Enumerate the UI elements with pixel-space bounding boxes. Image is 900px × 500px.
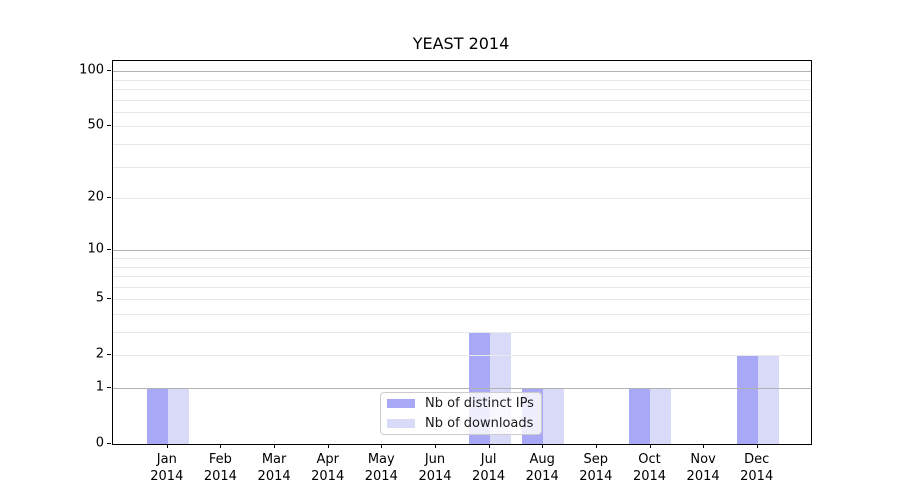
y-tick-label-5: 5 bbox=[95, 290, 104, 306]
x-tick-mark bbox=[703, 444, 705, 448]
bar-downloads-dec bbox=[757, 355, 779, 444]
x-tick-mark bbox=[542, 444, 544, 448]
minor-gridline-y20 bbox=[113, 198, 811, 200]
y-tick-mark bbox=[107, 70, 111, 72]
bar-distinct-ips-oct bbox=[629, 388, 651, 444]
minor-gridline-y9 bbox=[113, 258, 811, 259]
y-tick-mark bbox=[107, 443, 111, 444]
x-tick-label-jan: Jan 2014 bbox=[150, 452, 184, 484]
x-tick-mark bbox=[435, 444, 436, 448]
x-tick-label-mar: Mar 2014 bbox=[257, 452, 291, 484]
minor-gridline-y90 bbox=[113, 79, 811, 81]
bar-distinct-ips-dec bbox=[736, 355, 758, 444]
legend-swatch-distinct-ips bbox=[387, 398, 415, 409]
minor-gridline-y8 bbox=[113, 266, 811, 268]
legend-entry-distinct-ips: Nb of distinct IPs bbox=[387, 396, 534, 411]
y-tick-mark bbox=[107, 197, 111, 199]
x-tick-mark bbox=[488, 444, 490, 448]
chart-title: YEAST 2014 bbox=[412, 34, 510, 53]
y-tick-mark bbox=[107, 125, 111, 127]
minor-gridline-y60 bbox=[113, 111, 811, 113]
x-tick-label-feb: Feb 2014 bbox=[203, 452, 237, 484]
y-tick-label-1: 1 bbox=[95, 379, 104, 395]
y-tick-label-20: 20 bbox=[87, 189, 104, 205]
bar-distinct-ips-jan bbox=[146, 388, 168, 444]
x-tick-label-apr: Apr 2014 bbox=[311, 452, 345, 484]
y-tick-mark bbox=[107, 298, 111, 300]
minor-gridline-y80 bbox=[113, 89, 811, 90]
x-tick-mark bbox=[274, 444, 276, 448]
minor-gridline-y50 bbox=[113, 126, 811, 128]
y-tick-label-0: 0 bbox=[95, 435, 104, 451]
minor-gridline-y5 bbox=[113, 299, 811, 301]
minor-gridline-y7 bbox=[113, 276, 811, 277]
y-tick-mark bbox=[107, 387, 111, 388]
y-tick-mark bbox=[107, 354, 111, 356]
bar-downloads-jan bbox=[167, 388, 189, 444]
y-tick-label-2: 2 bbox=[95, 346, 104, 362]
major-gridline-y100 bbox=[113, 71, 811, 73]
minor-gridline-y70 bbox=[113, 99, 811, 101]
minor-gridline-y6 bbox=[113, 286, 811, 288]
bar-downloads-oct bbox=[650, 388, 672, 444]
x-tick-label-dec: Dec 2014 bbox=[740, 452, 774, 484]
minor-gridline-y30 bbox=[113, 166, 811, 168]
x-tick-mark bbox=[220, 444, 222, 448]
bar-downloads-aug bbox=[543, 388, 565, 444]
x-tick-label-jul: Jul 2014 bbox=[472, 452, 506, 484]
x-tick-label-aug: Aug 2014 bbox=[525, 452, 559, 484]
x-tick-mark bbox=[756, 444, 758, 448]
x-tick-label-oct: Oct 2014 bbox=[632, 452, 667, 484]
x-tick-mark bbox=[649, 444, 651, 448]
x-tick-label-jun: Jun 2014 bbox=[418, 452, 452, 484]
major-gridline-y1 bbox=[113, 388, 811, 389]
y-tick-label-100: 100 bbox=[79, 62, 104, 78]
x-tick-mark bbox=[166, 444, 168, 448]
minor-gridline-y2 bbox=[113, 355, 811, 357]
minor-gridline-y4 bbox=[113, 314, 811, 315]
legend-label: Nb of distinct IPs bbox=[425, 396, 534, 411]
legend-entry-downloads: Nb of downloads bbox=[387, 416, 533, 431]
x-tick-mark bbox=[381, 444, 383, 448]
y-tick-label-10: 10 bbox=[87, 241, 104, 257]
legend-swatch-downloads bbox=[387, 418, 415, 429]
legend-label: Nb of downloads bbox=[425, 416, 534, 431]
x-tick-label-may: May 2014 bbox=[364, 452, 398, 484]
major-gridline-y10 bbox=[113, 250, 811, 252]
plot-area bbox=[112, 60, 812, 445]
x-tick-label-sep: Sep 2014 bbox=[579, 452, 613, 484]
y-tick-mark bbox=[107, 249, 111, 251]
minor-gridline-y3 bbox=[113, 332, 811, 333]
legend: Nb of distinct IPs Nb of downloads bbox=[380, 392, 542, 435]
y-tick-label-50: 50 bbox=[87, 117, 104, 133]
x-tick-mark bbox=[595, 444, 597, 448]
x-tick-label-nov: Nov 2014 bbox=[686, 452, 720, 484]
x-tick-mark bbox=[327, 444, 329, 448]
minor-gridline-y40 bbox=[113, 144, 811, 145]
